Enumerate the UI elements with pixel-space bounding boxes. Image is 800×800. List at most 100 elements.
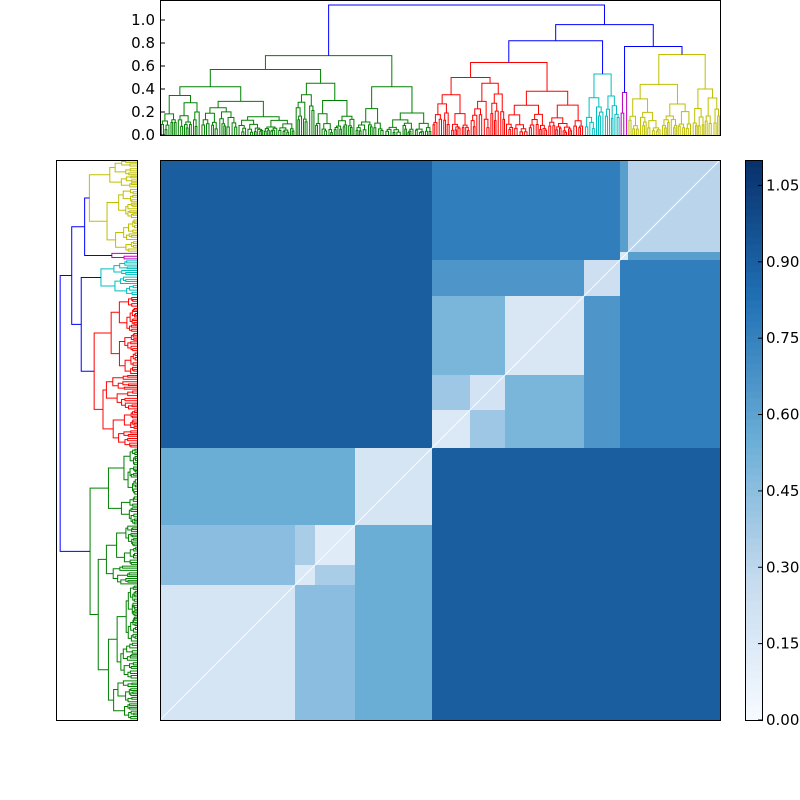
left-dendrogram-link [133,225,137,229]
top-dendrogram-link [392,119,409,128]
top-dendrogram-link [328,4,605,56]
top-dendrogram-link [555,129,559,135]
left-dendrogram-link [132,519,135,524]
left-dendrogram-link [122,190,131,200]
colorbar-segment [745,265,762,273]
heatmap-cell-F-J [470,252,505,260]
heatmap [159,159,721,721]
colorbar-segment [745,447,762,455]
top-dendrogram-link [502,118,505,135]
top-dendrogram-link [300,94,312,107]
top-dendrogram-link [514,127,518,135]
top-dendrogram-link [295,107,301,135]
left-dendrogram-link [110,311,120,355]
heatmap-cell-E-A [432,585,470,720]
left-dendrogram-link [132,390,137,394]
top-dendrogram-link [604,115,608,135]
heatmap-cell-A-C [160,525,295,565]
colorbar-segment [745,615,762,623]
top-dendrogram-link [282,130,286,135]
top-dendrogram-link [183,102,198,116]
top-dendrogram-link [686,123,692,135]
left-dendrogram-link [131,328,137,332]
top-dendrogram-link [478,114,483,135]
left-dendrogram-frame [56,160,138,721]
left-dendrogram-link [116,393,128,403]
left-dendrogram-link [134,518,137,522]
left-dendrogram-link [130,561,137,565]
colorbar-segment [745,293,762,301]
heatmap-cell-C-J [315,252,355,260]
left-dendrogram-link [121,565,137,569]
left-dendrogram-link [132,419,137,423]
colorbar-segment [745,706,762,714]
left-dendrogram-link [132,229,137,233]
top-dendrogram-link [315,124,319,135]
colorbar-segment [745,531,762,539]
left-dendrogram-link [133,307,137,311]
top-dendrogram-link [164,129,168,135]
top-dendrogram-link [374,122,381,129]
top-dendrogram-link [648,120,657,128]
top-dendrogram-link [348,125,352,135]
colorbar-segment [745,559,762,567]
colorbar-segment [745,587,762,595]
top-dendrogram-link [211,124,214,135]
top-dendrogram-link [201,124,205,135]
left-dendrogram-link [129,670,137,674]
left-dendrogram-link [133,538,137,541]
heatmap-cell-H-D [505,448,584,525]
left-dendrogram-link [129,706,137,710]
heatmap-cell-A-J [160,252,295,260]
heatmap-cell-H-F [505,375,584,410]
left-dendrogram-link [125,206,129,215]
left-dendrogram-link [118,301,129,324]
top-dendrogram-link [556,126,561,130]
colorbar-segment [745,314,762,322]
left-dendrogram-link [131,696,137,700]
top-dendrogram-link [635,128,639,135]
colorbar-segment [745,440,762,448]
left-dendrogram-link [130,235,137,238]
top-dendrogram-link [493,93,503,112]
left-dendrogram-link [123,455,131,481]
left-dendrogram-link [133,513,137,518]
left-dendrogram-link [128,572,137,576]
top-dendrogram-link [491,102,498,114]
colorbar-segment [745,622,762,630]
top-dendrogram-link [486,127,490,135]
top-dendrogram-link [254,131,257,135]
heatmap-cell-A-H [160,296,295,375]
colorbar-segment [745,230,762,238]
left-dendrogram-link [133,321,137,325]
heatmap-cell-I-B [584,565,620,585]
top-dendrogram-link [358,124,366,130]
top-dendrogram-link [567,128,572,135]
heatmap-cell-A-I [160,260,295,296]
heatmap-cell-J-C [620,525,628,565]
colorbar-segment [745,377,762,385]
top-dendrogram-link [564,131,568,135]
colorbar-tick-label: 0.00 [766,711,799,729]
left-dendrogram-link [126,645,133,653]
top-dendrogram-link [330,132,333,135]
heatmap-cell-C-A [315,585,355,720]
heatmap-cell-E-K [432,160,470,252]
top-dendrogram-link [267,129,270,135]
left-dendrogram-link [107,638,118,701]
left-dendrogram-link [130,444,137,448]
left-dendrogram-link [130,430,137,434]
heatmap-cell-K-C [628,525,720,565]
top-dendrogram-link [393,129,400,133]
top-dendrogram-link [179,86,242,102]
colorbar-segment [745,692,762,700]
colorbar-segment [745,328,762,336]
top-ytick-label: 0.2 [131,103,155,121]
left-dendrogram-link [133,422,137,426]
top-dendrogram-link [241,131,245,135]
left-dendrogram-link [134,626,137,630]
top-dendrogram-link [616,117,620,135]
top-dendrogram-link [184,124,188,135]
left-dendrogram-link [130,692,137,696]
